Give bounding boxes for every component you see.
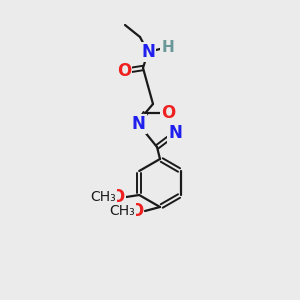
Text: O: O — [129, 202, 143, 220]
Text: N: N — [141, 43, 155, 61]
Text: O: O — [162, 104, 176, 122]
Text: N: N — [168, 124, 182, 142]
Text: O: O — [110, 188, 124, 206]
Text: CH₃: CH₃ — [90, 190, 116, 204]
Text: H: H — [162, 40, 174, 55]
Text: CH₃: CH₃ — [109, 204, 135, 218]
Text: N: N — [131, 115, 146, 133]
Text: O: O — [117, 62, 131, 80]
